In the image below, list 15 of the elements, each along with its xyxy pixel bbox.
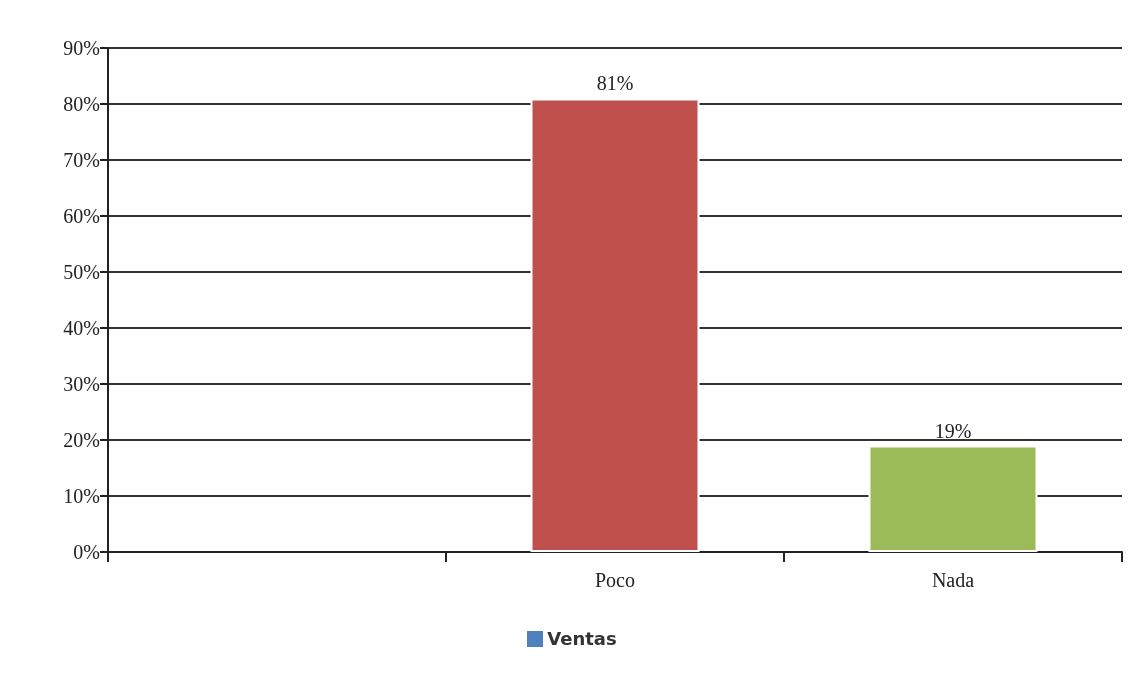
y-tick-label: 70% [63,149,100,171]
x-tick-label: Nada [931,569,975,591]
data-label: 81% [596,72,634,95]
x-tick-label: Poco [595,569,635,591]
y-tick-label: 20% [63,429,100,451]
y-tick-label: 60% [63,205,100,227]
data-label: 19% [934,419,972,442]
text: Ventas [547,628,617,649]
y-tick-label: 80% [63,93,100,115]
y-tick-label: 90% [63,37,100,59]
y-tick-label: 10% [63,485,100,507]
y-tick-label: 50% [63,261,100,283]
y-tick-label: 40% [63,317,100,339]
y-tick-label: 0% [73,541,100,563]
y-tick-label: 30% [63,373,100,395]
